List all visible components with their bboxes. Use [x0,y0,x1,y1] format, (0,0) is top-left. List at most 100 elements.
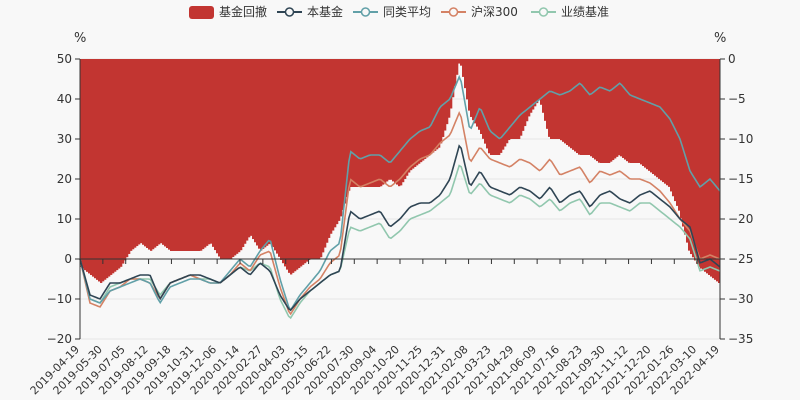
drawdown-bar [218,59,221,257]
drawdown-bar [250,59,253,236]
drawdown-bar [398,59,401,187]
drawdown-bar [568,59,571,147]
drawdown-bar [134,59,137,248]
right-tick-label: −25 [728,252,753,266]
drawdown-bar [100,59,103,283]
right-tick-label: −35 [728,332,753,346]
drawdown-bar [700,59,703,269]
drawdown-bar [164,59,167,247]
drawdown-bar [268,59,271,245]
drawdown-bar [112,59,115,274]
drawdown-bar [648,59,651,171]
drawdown-bar [516,59,519,139]
drawdown-bar [500,59,503,153]
drawdown-bar [486,59,489,149]
drawdown-bar [234,59,237,256]
drawdown-bar [708,59,711,275]
drawdown-bar [688,59,691,251]
drawdown-bar [528,59,531,117]
drawdown-bar [588,59,591,155]
drawdown-bar [388,59,391,180]
drawdown-bar [374,59,377,187]
drawdown-bar [222,59,225,259]
drawdown-bar [482,59,485,139]
drawdown-bar [384,59,387,184]
drawdown-bar [294,59,297,272]
drawdown-bar [114,59,117,272]
drawdown-bar [344,59,347,204]
drawdown-bar [178,59,181,251]
drawdown-bar [320,59,323,258]
drawdown-bar [84,59,87,271]
drawdown-bar [654,59,657,176]
drawdown-bar [228,59,231,259]
left-tick-label: −10 [47,292,72,306]
drawdown-bars [80,59,721,283]
drawdown-bar [554,59,557,139]
drawdown-bar [152,59,155,250]
legend-item-fund[interactable]: 本基金 [277,4,343,19]
drawdown-bar [290,59,293,275]
drawdown-bar [224,59,227,259]
drawdown-bar [550,59,553,139]
drawdown-bar [174,59,177,251]
drawdown-bar [198,59,201,251]
drawdown-bar [466,59,469,100]
left-axis-unit: % [74,31,86,46]
legend-item-bench[interactable]: 业绩基准 [531,5,609,19]
drawdown-bar [438,59,441,148]
drawdown-bar [494,59,497,155]
drawdown-bar [408,59,411,173]
drawdown-bar [304,59,307,264]
drawdown-bar [592,59,595,158]
drawdown-bar [354,59,357,187]
drawdown-bar [192,59,195,251]
drawdown-bar [498,59,501,155]
drawdown-bar [620,59,623,157]
drawdown-bar [706,59,709,274]
drawdown-bar [312,59,315,259]
drawdown-bar [238,59,241,253]
chart-legend[interactable]: 基金回撤 本基金 同类平均 沪深300 业绩基准 [189,4,609,19]
drawdown-bar [348,59,351,191]
drawdown-bar [504,59,507,147]
drawdown-bar [306,59,309,262]
drawdown-bar [272,59,275,248]
drawdown-bar [446,59,449,125]
drawdown-bar [488,59,491,154]
drawdown-bar [358,59,361,187]
drawdown-bar [666,59,669,186]
drawdown-bar [236,59,239,254]
drawdown-bar [246,59,249,241]
drawdown-bar [176,59,179,251]
drawdown-bar [108,59,111,277]
legend-swatch [189,6,214,19]
drawdown-bar [338,59,341,221]
legend-item-peer[interactable]: 同类平均 [353,5,431,19]
drawdown-bar [316,59,319,259]
drawdown-bar [712,59,715,279]
drawdown-bar [594,59,597,160]
legend-item-drawdown[interactable]: 基金回撤 [189,4,267,19]
left-tick-label: 50 [57,52,72,66]
drawdown-bar [584,59,587,155]
drawdown-bar [258,59,261,249]
drawdown-bar [436,59,439,150]
right-tick-label: −15 [728,172,753,186]
drawdown-bar [668,59,671,187]
drawdown-bar [464,59,467,89]
drawdown-bar [400,59,403,186]
legend-item-hs300[interactable]: 沪深300 [441,5,518,19]
drawdown-bar [204,59,207,248]
drawdown-bar [336,59,339,225]
drawdown-bar [632,59,635,163]
drawdown-bar [274,59,277,251]
drawdown-bar [128,59,131,254]
drawdown-bar [156,59,159,247]
series-line-peer [79,74,721,312]
drawdown-bar [170,59,173,251]
drawdown-bar [518,59,521,139]
drawdown-bar [92,59,95,277]
drawdown-bar [678,59,681,211]
drawdown-bar [622,59,625,158]
